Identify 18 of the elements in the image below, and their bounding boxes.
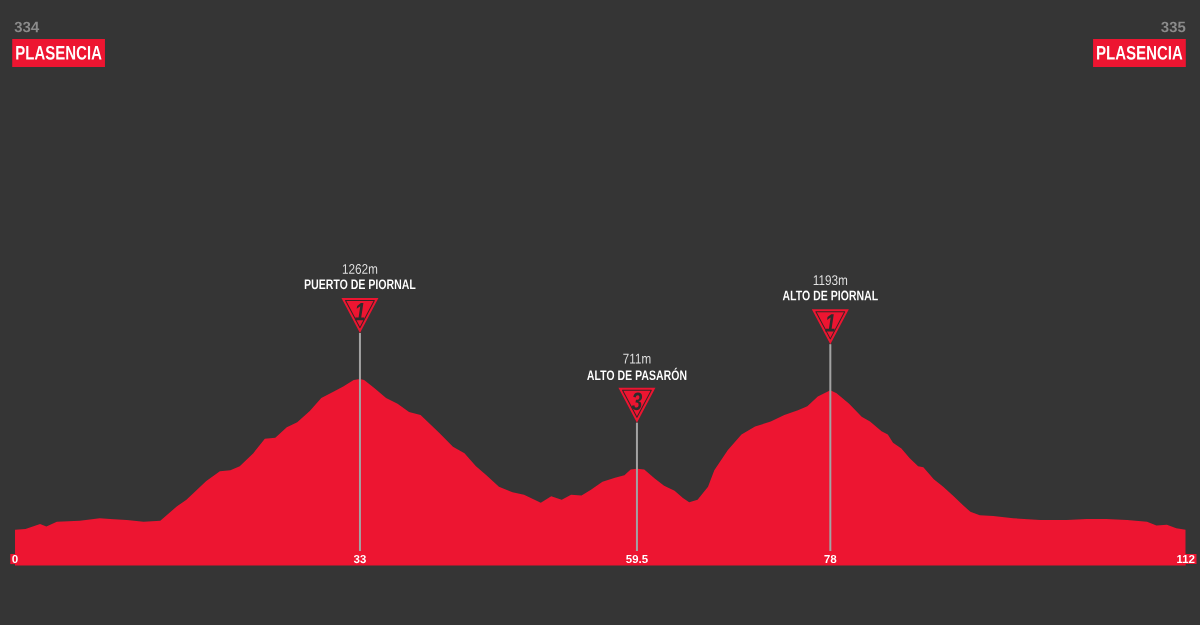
x-tick-label: 59.5 bbox=[626, 554, 648, 564]
annotation: ALTO DE PASARÓN bbox=[587, 367, 687, 381]
text: ALTO DE PIORNAL bbox=[782, 290, 878, 301]
text: 335 bbox=[1161, 21, 1186, 33]
x-tick-label: 112 bbox=[1177, 554, 1195, 563]
text: PLASENCIA bbox=[16, 45, 102, 60]
text: 1262m bbox=[342, 264, 378, 274]
x-tick-label: 33 bbox=[353, 554, 366, 564]
text: PUERTO DE PIORNAL bbox=[304, 279, 416, 290]
text: 1 bbox=[354, 303, 365, 321]
x-tick-label: 78 bbox=[824, 554, 837, 564]
text: 1193m bbox=[813, 275, 848, 286]
text: 711m bbox=[623, 353, 651, 364]
annotation: 3 bbox=[631, 392, 643, 411]
text: 334 bbox=[14, 21, 40, 33]
text: PLASENCIA bbox=[1097, 45, 1183, 60]
x-tick-label: 0 bbox=[12, 554, 18, 564]
text: 1 bbox=[825, 314, 835, 332]
